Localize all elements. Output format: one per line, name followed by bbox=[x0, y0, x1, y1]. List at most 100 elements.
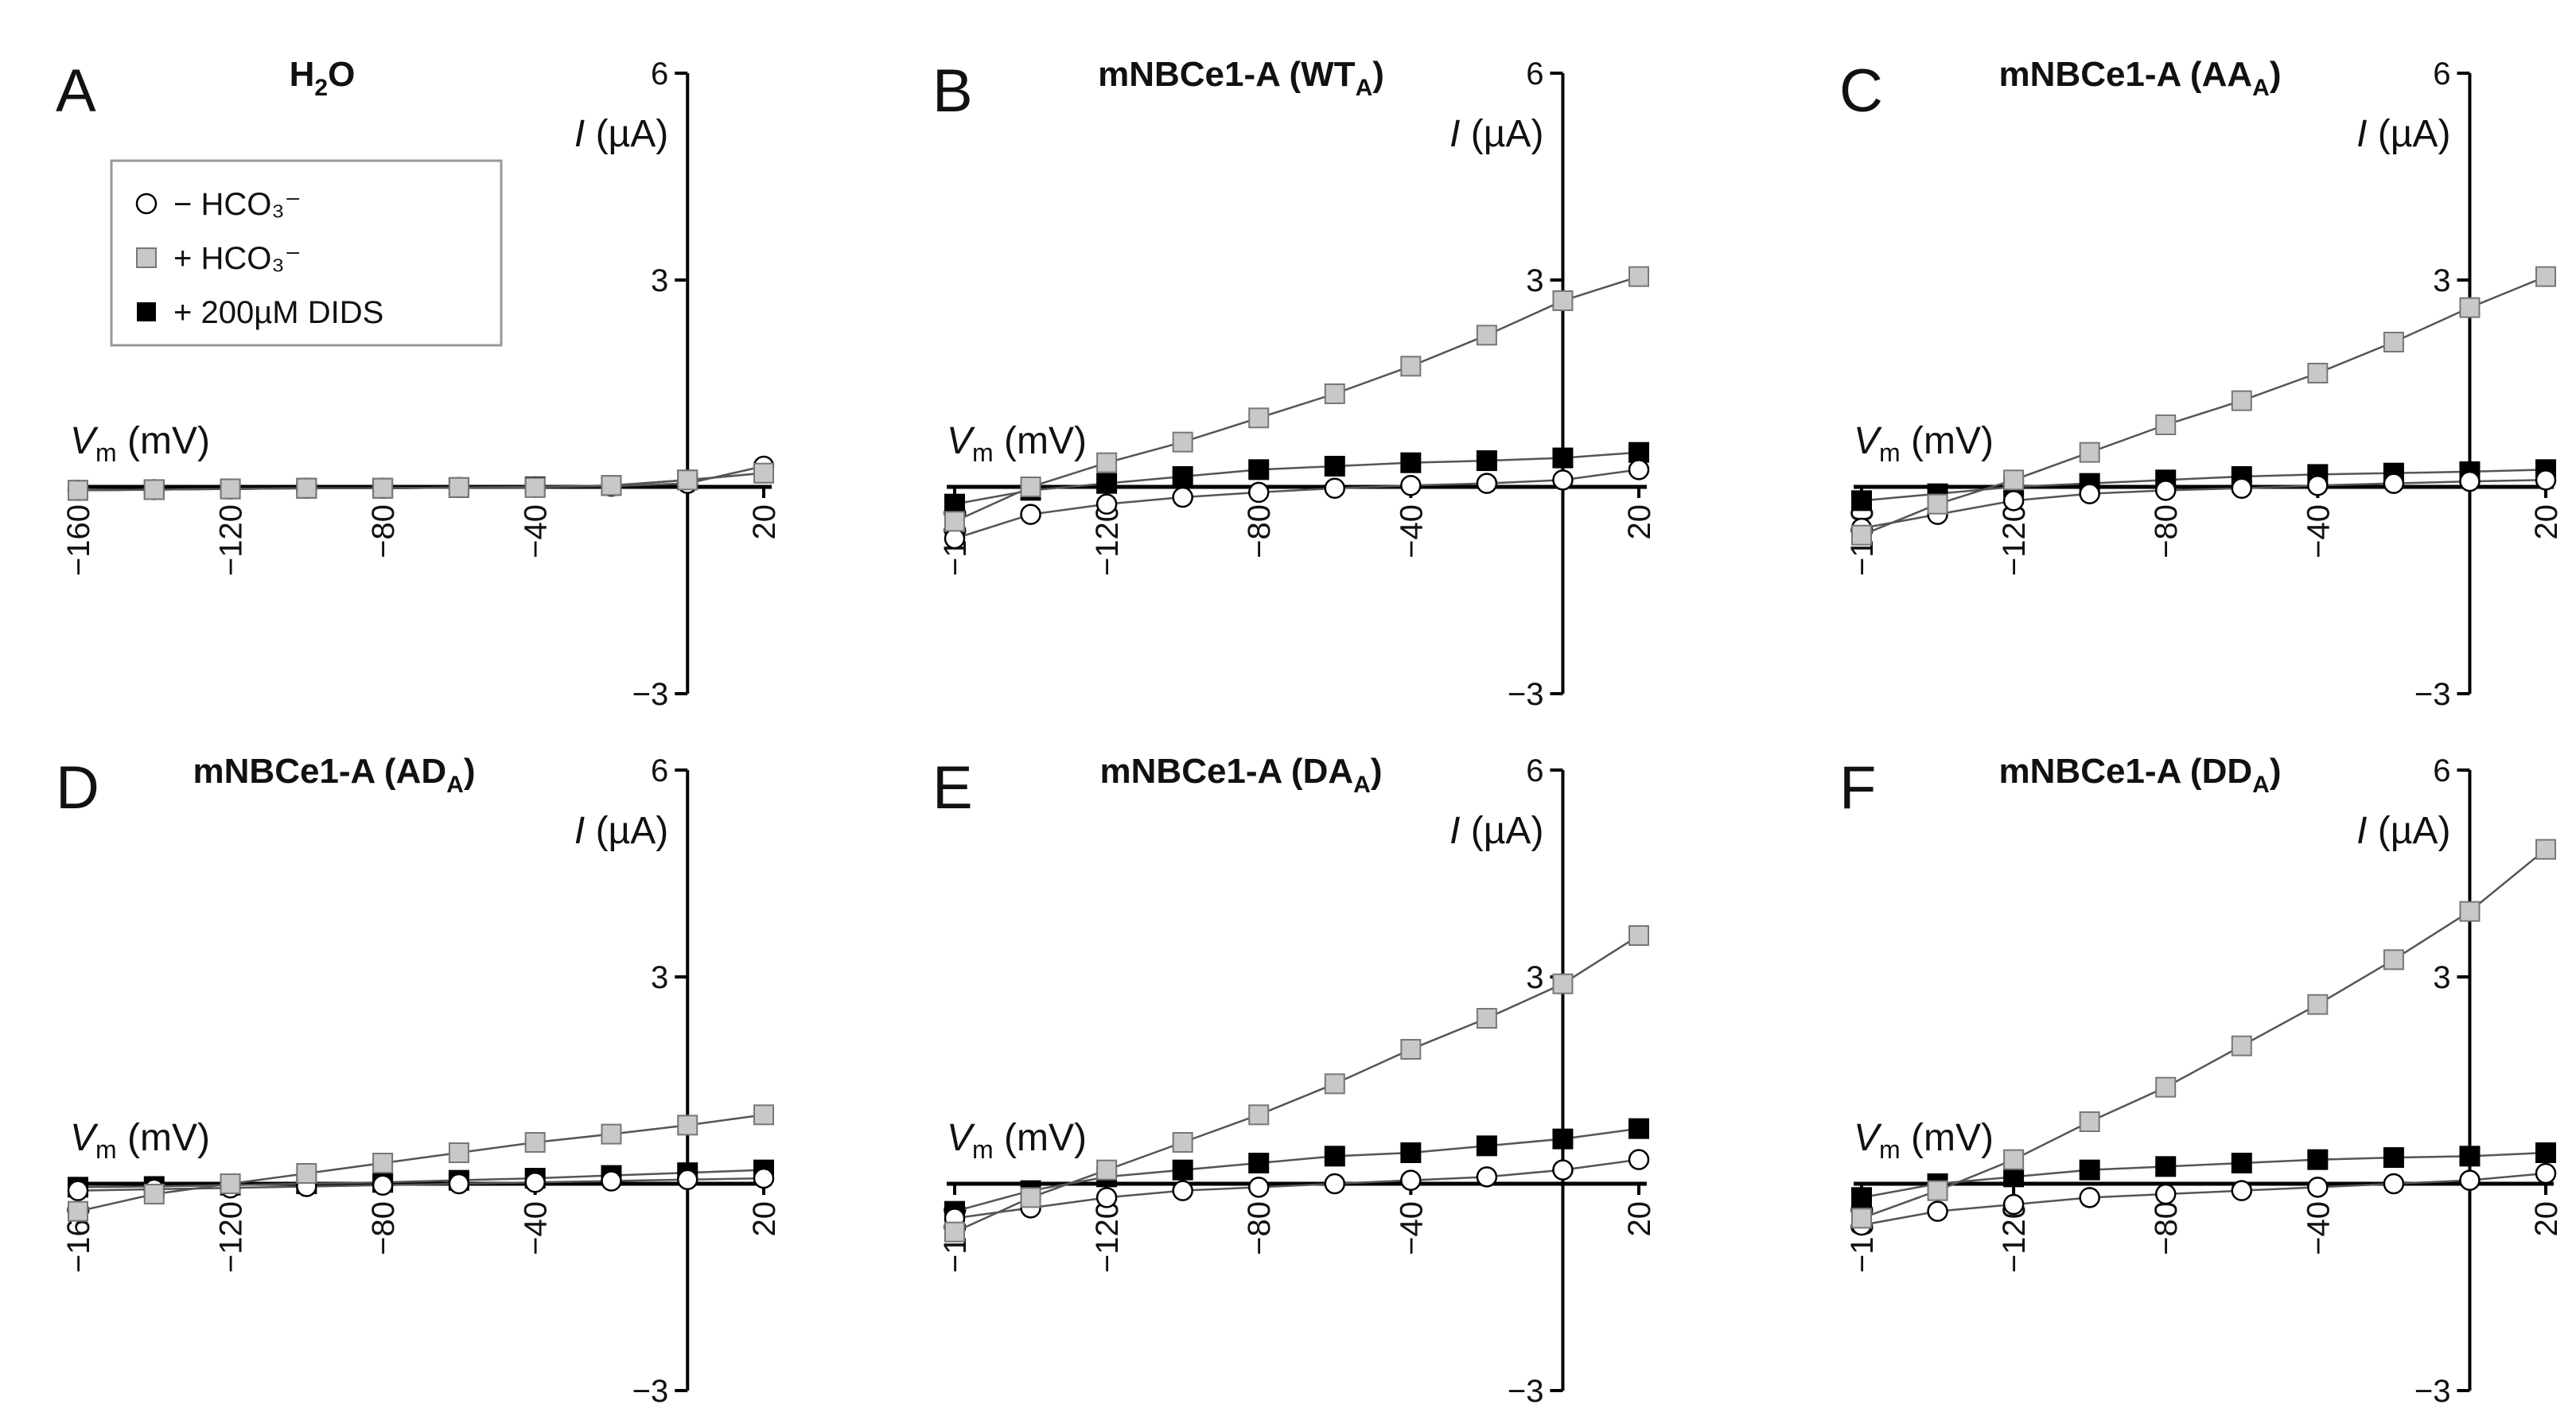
data-point-open-circle bbox=[2535, 1162, 2557, 1185]
data-point-open-circle bbox=[1552, 469, 1574, 491]
data-point-open-circle bbox=[1927, 1200, 1948, 1222]
data-point-gray-square bbox=[2003, 1149, 2025, 1170]
panel-letter: B bbox=[932, 57, 973, 125]
y-tick-label: 3 bbox=[1526, 960, 1543, 995]
x-tick-label: 20 bbox=[747, 1201, 782, 1237]
panel-letter: D bbox=[56, 754, 99, 822]
data-point-gray-square bbox=[296, 1163, 317, 1184]
series-line-gray-square bbox=[954, 934, 1640, 1233]
data-point-gray-square bbox=[2079, 1111, 2100, 1132]
y-tick-label: 6 bbox=[2433, 753, 2450, 788]
x-axis-label: Vm (mV) bbox=[1854, 1117, 1994, 1164]
x-tick-label: −120 bbox=[1090, 1201, 1125, 1273]
x-tick-label: −80 bbox=[2149, 1201, 2184, 1255]
x-tick-label: 20 bbox=[2529, 504, 2564, 540]
data-point-open-circle bbox=[944, 527, 966, 550]
x-tick-label: −80 bbox=[1242, 504, 1277, 558]
data-point-gray-square bbox=[1020, 1187, 1041, 1208]
data-point-gray-square bbox=[2003, 469, 2025, 491]
data-point-black-square bbox=[2231, 1153, 2252, 1173]
data-point-gray-square bbox=[2307, 363, 2329, 383]
data-point-gray-square bbox=[1400, 1039, 1422, 1060]
x-tick-label: −120 bbox=[1090, 504, 1125, 576]
x-tick-label: −40 bbox=[1394, 1201, 1429, 1255]
panel-letter: F bbox=[1839, 754, 1876, 822]
x-tick-label: −120 bbox=[1997, 504, 2032, 576]
data-point-gray-square bbox=[68, 480, 88, 501]
data-point-open-circle bbox=[1476, 473, 1498, 494]
y-tick-label: −3 bbox=[1508, 1374, 1544, 1409]
y-axis-label: I (µA) bbox=[574, 113, 668, 155]
panel-title: mNBCe1-A (DDA) bbox=[1999, 752, 2282, 798]
x-tick-label: −120 bbox=[214, 504, 249, 576]
x-tick-label: 20 bbox=[1622, 1201, 1657, 1237]
data-point-gray-square bbox=[2383, 332, 2404, 352]
data-point-gray-square bbox=[296, 477, 317, 499]
data-point-gray-square bbox=[2459, 901, 2481, 922]
series-line-black-square bbox=[77, 1169, 765, 1189]
y-axis-label: I (µA) bbox=[574, 810, 668, 852]
data-point-gray-square bbox=[1851, 1208, 1872, 1229]
y-tick-label: 3 bbox=[1526, 263, 1543, 298]
data-point-open-circle bbox=[1324, 477, 1346, 499]
data-point-open-circle bbox=[601, 1170, 622, 1192]
x-tick-label: −40 bbox=[2301, 1201, 2336, 1255]
y-tick-label: −3 bbox=[2415, 677, 2451, 712]
panel-letter: E bbox=[932, 754, 973, 822]
data-point-open-circle bbox=[1552, 1159, 1574, 1181]
panel-a: A H2O 6 3 −3 −160 −120 −80 −40 20 I (µA) Vm (mV) bbox=[56, 55, 782, 712]
data-point-open-circle bbox=[2002, 490, 2025, 512]
data-point-black-square bbox=[1400, 1142, 1422, 1163]
series-line-black-square bbox=[954, 451, 1640, 505]
data-point-gray-square bbox=[2307, 994, 2329, 1015]
panel-title: H2O bbox=[290, 55, 356, 101]
x-tick-label: −80 bbox=[2149, 504, 2184, 558]
panel-title: mNBCe1-A (WTA) bbox=[1098, 55, 1384, 101]
data-point-gray-square bbox=[2079, 442, 2100, 463]
data-point-black-square bbox=[2459, 1146, 2481, 1167]
y-tick-label: 6 bbox=[2433, 56, 2450, 91]
data-point-gray-square bbox=[1851, 524, 1872, 546]
data-point-black-square bbox=[1172, 1159, 1193, 1181]
y-axis-label: I (µA) bbox=[2356, 113, 2450, 155]
data-point-gray-square bbox=[1628, 266, 1649, 287]
data-point-gray-square bbox=[753, 1104, 774, 1126]
y-tick-label: 3 bbox=[651, 263, 668, 298]
data-point-gray-square bbox=[1552, 973, 1574, 994]
data-point-gray-square bbox=[68, 1200, 88, 1222]
x-tick-label: −160 bbox=[61, 504, 96, 576]
x-tick-label: −80 bbox=[366, 1201, 401, 1255]
data-point-gray-square bbox=[1927, 1180, 1948, 1201]
data-point-black-square bbox=[2535, 1142, 2556, 1163]
data-point-open-circle bbox=[448, 1173, 470, 1195]
data-point-black-square bbox=[2383, 1147, 2404, 1169]
data-point-black-square bbox=[1476, 1135, 1497, 1157]
data-point-open-circle bbox=[2383, 1173, 2405, 1195]
data-point-open-circle bbox=[2459, 1169, 2481, 1191]
series-line-gray-square bbox=[77, 472, 765, 492]
legend-label: − HCO₃⁻ bbox=[173, 187, 302, 222]
data-point-open-circle bbox=[1247, 481, 1270, 504]
data-point-open-circle bbox=[2459, 470, 2481, 492]
y-tick-label: 3 bbox=[651, 960, 668, 995]
y-tick-label: 6 bbox=[1526, 56, 1543, 91]
data-point-gray-square bbox=[1927, 493, 1948, 515]
data-point-open-circle bbox=[2535, 469, 2557, 491]
data-point-black-square bbox=[2155, 1156, 2177, 1177]
data-point-black-square bbox=[1400, 452, 1422, 473]
data-point-black-square bbox=[1851, 490, 1872, 512]
data-point-black-square bbox=[1552, 1128, 1574, 1150]
data-point-open-circle bbox=[1172, 1180, 1193, 1201]
data-point-gray-square bbox=[1248, 1104, 1270, 1126]
x-tick-label: −80 bbox=[1242, 1201, 1277, 1255]
data-point-gray-square bbox=[372, 1153, 394, 1173]
data-point-open-circle bbox=[2231, 1180, 2253, 1201]
data-point-gray-square bbox=[448, 477, 469, 498]
x-tick-label: −40 bbox=[1394, 504, 1429, 558]
data-point-black-square bbox=[2003, 1166, 2025, 1188]
legend: − HCO₃⁻ + HCO₃⁻ + 200µM DIDS bbox=[110, 159, 503, 347]
